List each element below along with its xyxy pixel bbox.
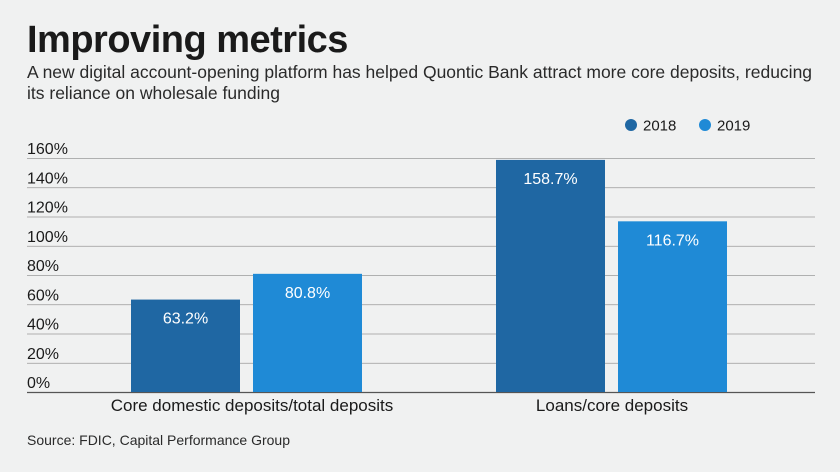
bar-2019-1 — [253, 273, 362, 392]
source-note: Source: FDIC, Capital Performance Group — [27, 432, 290, 448]
bar-2018-1 — [131, 299, 240, 392]
legend-swatch-2018 — [625, 119, 637, 131]
bar-value-label: 158.7% — [523, 171, 577, 188]
bar-data-labels: 63.2% 158.7% 80.8% 116.7% — [163, 171, 699, 328]
legend: 2018 2019 — [625, 118, 750, 135]
legend-label-2018: 2018 — [643, 118, 676, 135]
bars — [131, 159, 727, 392]
chart-subtitle: A new digital account-opening platform h… — [27, 62, 813, 103]
y-tick-label: 60% — [27, 287, 59, 304]
legend-label-2019: 2019 — [717, 118, 750, 135]
y-tick-label: 40% — [27, 317, 59, 334]
bar-2018-2 — [496, 159, 605, 392]
y-tick-label: 120% — [27, 200, 68, 217]
y-tick-label: 80% — [27, 258, 59, 275]
bar-value-label: 63.2% — [163, 311, 208, 328]
y-tick-label: 0% — [27, 375, 50, 392]
y-axis-ticks: 0% 20% 40% 60% 80% 100% 120% 140% 160% — [27, 141, 68, 392]
chart-title: Improving metrics — [27, 19, 348, 61]
y-tick-label: 140% — [27, 170, 68, 187]
legend-swatch-2019 — [699, 119, 711, 131]
y-tick-label: 20% — [27, 346, 59, 363]
y-tick-label: 160% — [27, 141, 68, 158]
y-tick-label: 100% — [27, 229, 68, 246]
bar-2019-2 — [618, 221, 727, 392]
x-axis-labels: Core domestic deposits/total deposits Loa… — [111, 396, 688, 415]
bar-value-label: 80.8% — [285, 285, 330, 302]
bar-value-label: 116.7% — [646, 232, 699, 249]
x-category-label: Loans/core deposits — [536, 396, 688, 415]
x-category-label: Core domestic deposits/total deposits — [111, 396, 394, 415]
